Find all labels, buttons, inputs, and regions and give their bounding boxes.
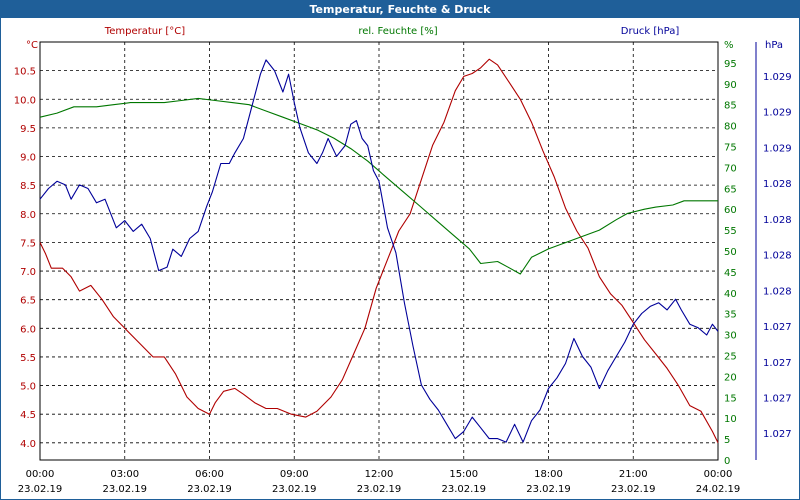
temperature-tick-label: 6.0 xyxy=(20,324,36,335)
humidity-tick-label: 75 xyxy=(724,143,737,154)
x-tick-label: 21:00 xyxy=(619,469,648,480)
humidity-tick-label: 15 xyxy=(724,393,737,404)
series-line-pressure xyxy=(39,59,719,443)
x-tick-label: 00:00 xyxy=(704,469,733,480)
temperature-tick-label: 9.5 xyxy=(20,124,36,135)
pressure-unit-label: hPa xyxy=(765,40,783,51)
series-line-humidity xyxy=(39,97,718,275)
temperature-tick-label: 10.0 xyxy=(14,95,36,106)
humidity-tick-label: 30 xyxy=(724,331,737,342)
x-tick-label: 18:00 xyxy=(534,469,563,480)
humidity-tick-label: 95 xyxy=(724,59,737,70)
temperature-tick-label: 7.5 xyxy=(20,238,36,249)
temperature-tick-label: 10.5 xyxy=(14,67,36,78)
humidity-tick-label: 35 xyxy=(724,310,737,321)
x-date-label: 23.02.19 xyxy=(187,484,232,495)
x-date-label: 23.02.19 xyxy=(102,484,147,495)
x-tick-label: 09:00 xyxy=(280,469,309,480)
x-date-label: 23.02.19 xyxy=(526,484,571,495)
x-date-label: 23.02.19 xyxy=(272,484,317,495)
pressure-tick-label: 1.029 xyxy=(763,72,792,83)
legend-pressure: Druck [hPa] xyxy=(621,26,680,37)
pressure-tick-label: 1.029 xyxy=(763,108,792,119)
temperature-tick-label: 5.5 xyxy=(20,353,36,364)
pressure-tick-label: 1.027 xyxy=(763,393,792,404)
x-date-label: 23.02.19 xyxy=(18,484,63,495)
humidity-tick-label: 20 xyxy=(724,372,737,383)
pressure-tick-label: 1.027 xyxy=(763,322,792,333)
humidity-tick-label: 45 xyxy=(724,268,737,279)
x-date-label: 23.02.19 xyxy=(357,484,402,495)
humidity-tick-label: 10 xyxy=(724,414,737,425)
temperature-tick-label: 4.0 xyxy=(20,439,36,450)
x-date-label: 23.02.19 xyxy=(441,484,486,495)
pressure-tick-label: 1.028 xyxy=(763,286,792,297)
temperature-tick-label: 4.5 xyxy=(20,410,36,421)
pressure-tick-label: 1.028 xyxy=(763,251,792,262)
temperature-tick-label: 9.0 xyxy=(20,153,36,164)
x-date-label: 23.02.19 xyxy=(611,484,656,495)
temperature-tick-label: 5.0 xyxy=(20,382,36,393)
humidity-tick-label: 80 xyxy=(724,122,737,133)
temperature-tick-label: 8.0 xyxy=(20,210,36,221)
x-tick-label: 00:00 xyxy=(26,469,55,480)
humidity-tick-label: 85 xyxy=(724,101,737,112)
temperature-tick-label: 8.5 xyxy=(20,181,36,192)
humidity-tick-label: 90 xyxy=(724,80,737,91)
x-tick-label: 15:00 xyxy=(449,469,478,480)
humidity-tick-label: 65 xyxy=(724,184,737,195)
humidity-tick-label: 40 xyxy=(724,289,737,300)
humidity-tick-label: 60 xyxy=(724,205,737,216)
temperature-unit-label: °C xyxy=(26,40,38,51)
pressure-tick-label: 1.027 xyxy=(763,429,792,440)
humidity-tick-label: 55 xyxy=(724,226,737,237)
humidity-tick-label: 5 xyxy=(724,435,730,446)
legend-temperature: Temperatur [°C] xyxy=(104,26,185,37)
temperature-tick-label: 7.0 xyxy=(20,267,36,278)
temperature-tick-label: 6.5 xyxy=(20,296,36,307)
x-tick-label: 06:00 xyxy=(195,469,224,480)
pressure-tick-label: 1.027 xyxy=(763,358,792,369)
pressure-tick-label: 1.029 xyxy=(763,143,792,154)
x-tick-label: 12:00 xyxy=(365,469,394,480)
x-tick-label: 03:00 xyxy=(110,469,139,480)
x-date-label: 24.02.19 xyxy=(696,484,741,495)
chart-title: Temperatur, Feuchte & Druck xyxy=(1,1,799,18)
legend-humidity: rel. Feuchte [%] xyxy=(358,26,437,37)
pressure-tick-label: 1.028 xyxy=(763,179,792,190)
humidity-tick-label: 0 xyxy=(724,456,730,467)
humidity-tick-label: 25 xyxy=(724,352,737,363)
pressure-tick-label: 1.028 xyxy=(763,215,792,226)
humidity-tick-label: 50 xyxy=(724,247,737,258)
humidity-tick-label: 70 xyxy=(724,163,737,174)
series-line-temperature xyxy=(39,58,719,444)
humidity-unit-label: % xyxy=(724,40,734,51)
